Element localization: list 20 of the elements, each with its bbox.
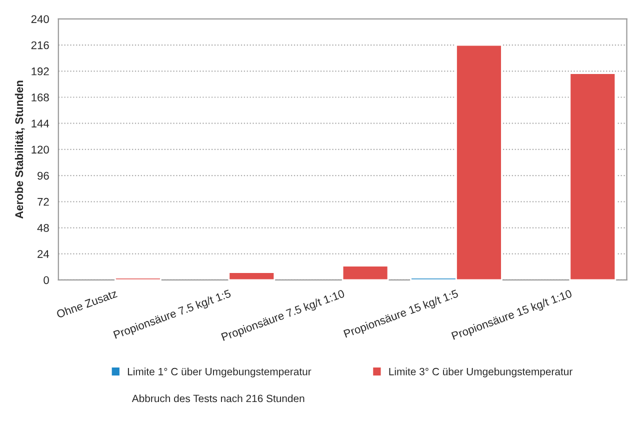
y-tick-label: 144 xyxy=(32,120,50,128)
y-tick-label: 240 xyxy=(31,15,49,24)
y-tick-label: 120 xyxy=(32,146,49,154)
y-tick-label: 168 xyxy=(32,94,49,102)
text: Abbruch des Tests nach 216 Stunden xyxy=(132,394,304,402)
legend-label: Limite 1° C über Umgebungstemperatur xyxy=(128,368,312,378)
y-tick-label: 48 xyxy=(37,224,49,232)
legend-label: Limite 3° C über Umgebungstemperatur xyxy=(389,368,572,378)
x-tick-label: Ohne Zusatz xyxy=(56,289,118,318)
bar xyxy=(114,277,162,281)
y-tick-label: 192 xyxy=(32,67,49,76)
y-tick-label: 96 xyxy=(38,172,49,180)
bar xyxy=(342,265,389,281)
bar xyxy=(569,72,616,281)
y-tick-label: 24 xyxy=(38,250,50,258)
y-tick-label: 72 xyxy=(38,198,49,206)
bar xyxy=(228,272,276,281)
y-tick-label: 216 xyxy=(31,41,49,50)
y-tick-label: 0 xyxy=(44,276,49,284)
y-axis-title: Aerobe Stabilität, Stunden xyxy=(14,80,25,219)
